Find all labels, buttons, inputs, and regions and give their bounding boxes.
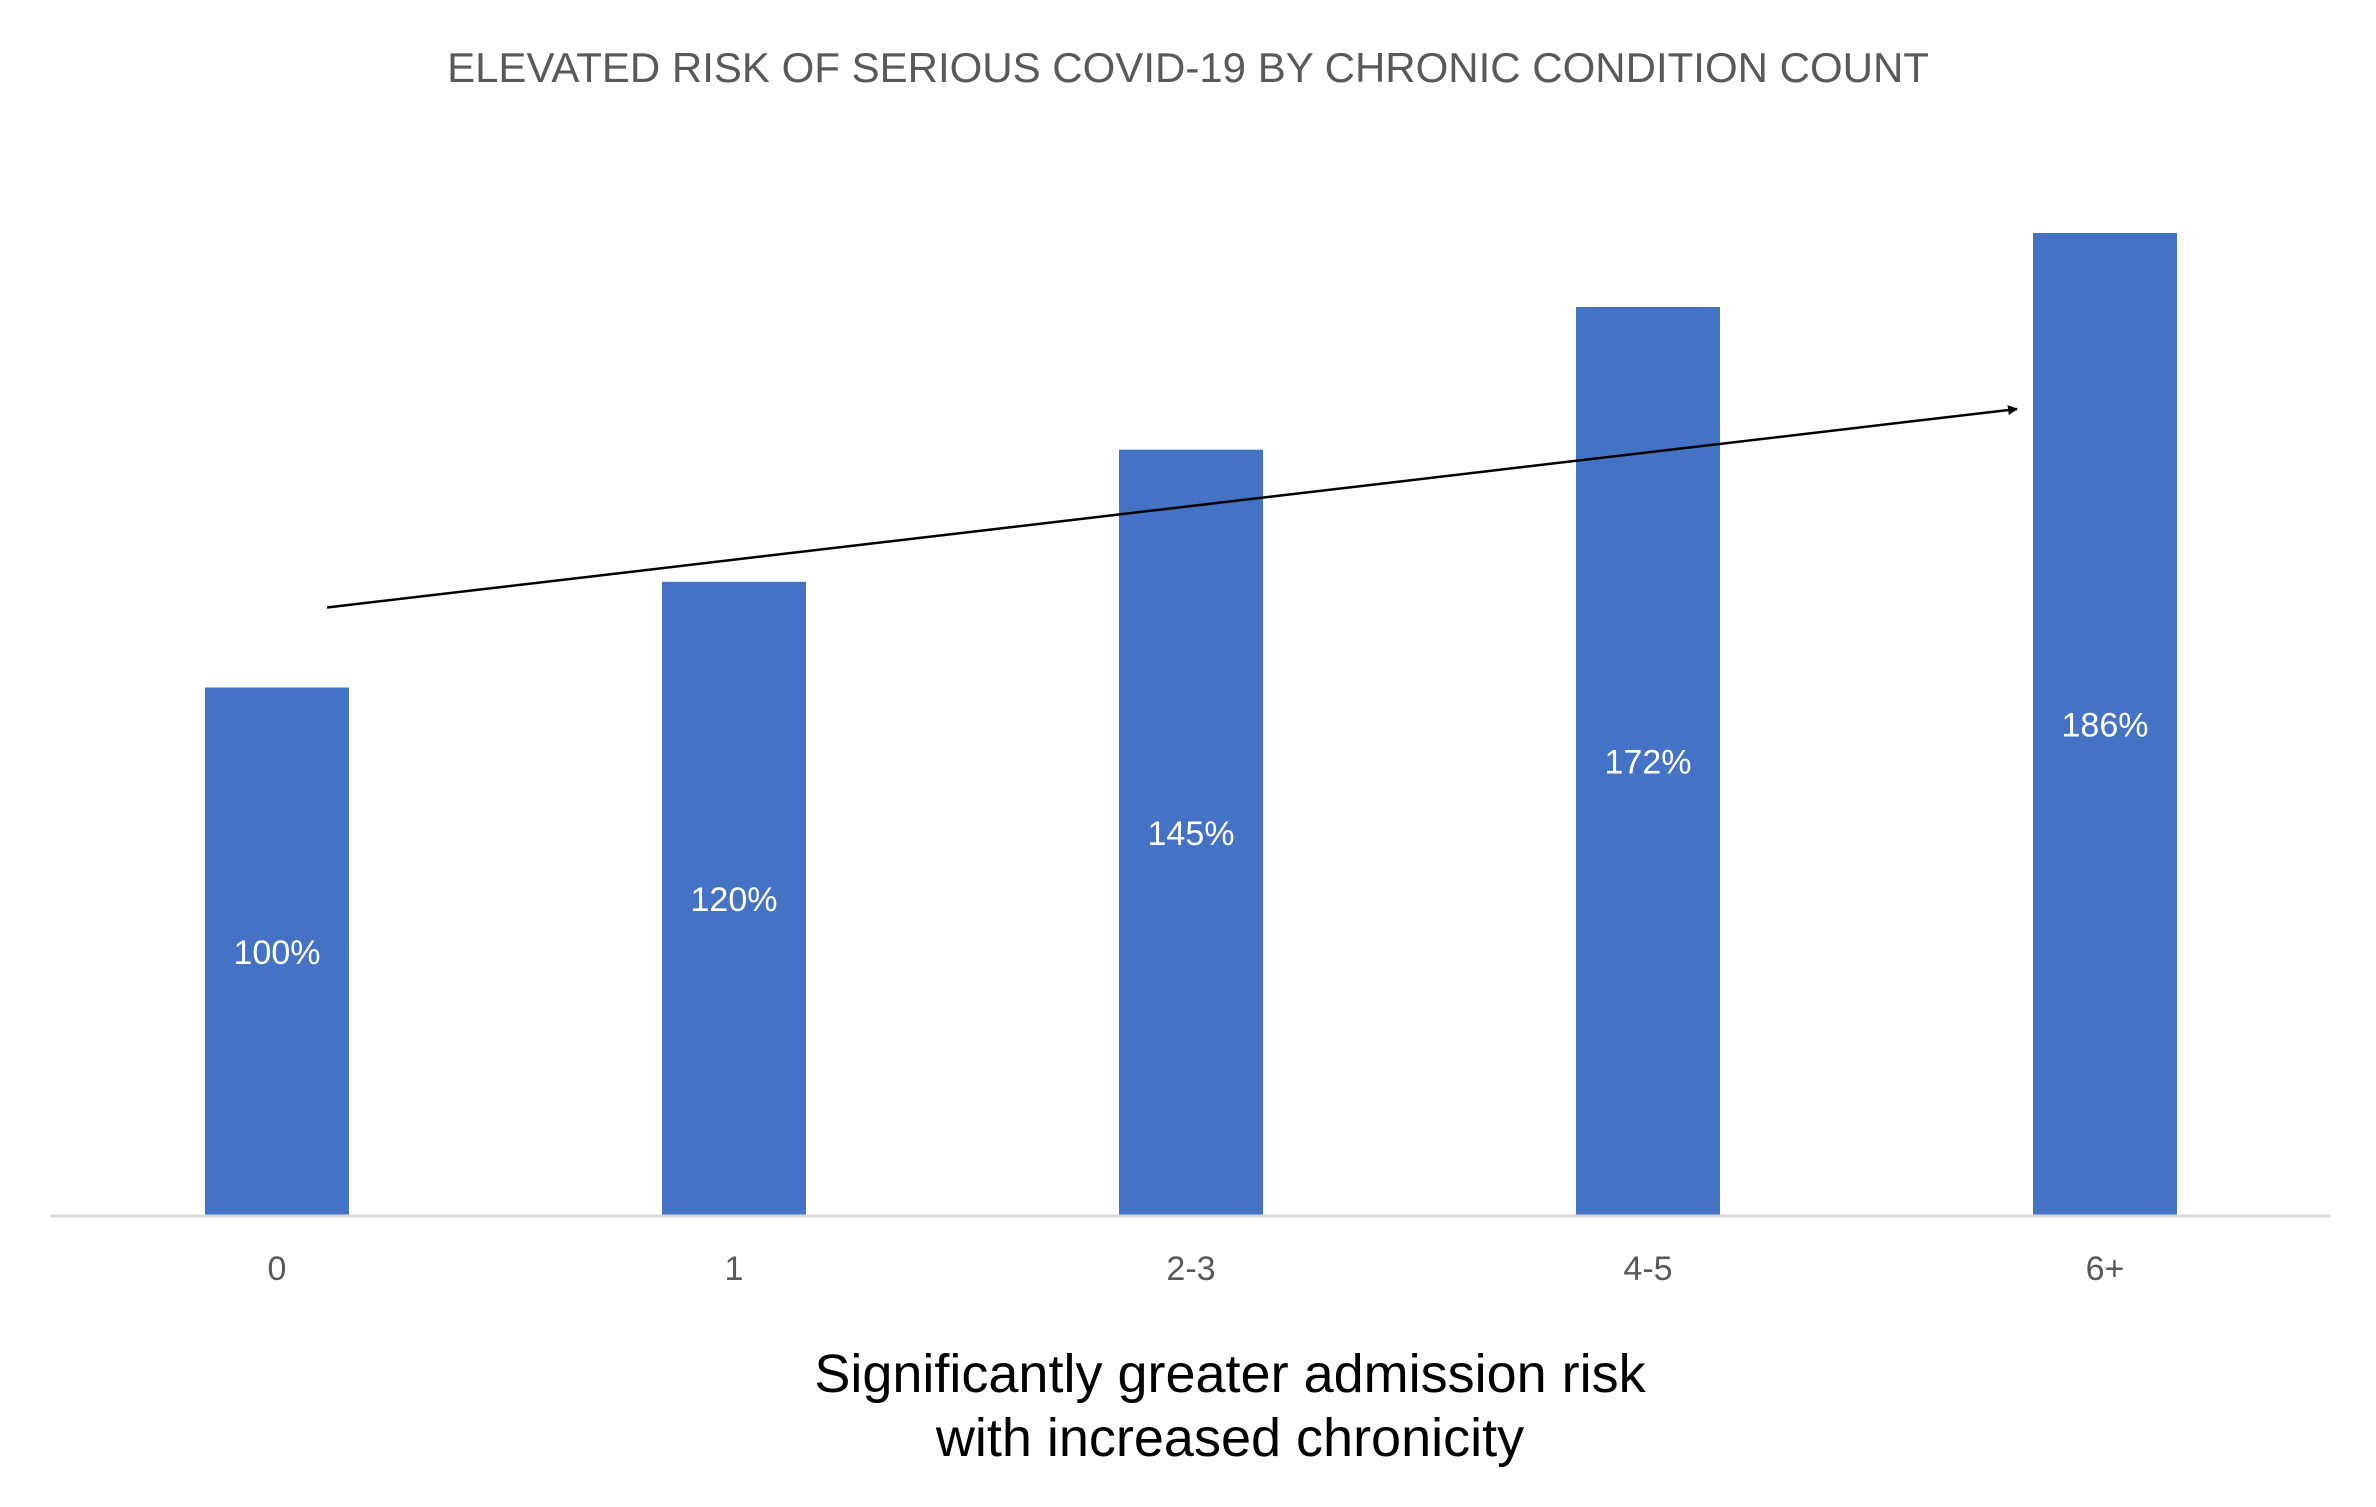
data-label-0: 100% [234, 934, 321, 972]
bars-layer [205, 233, 2177, 1216]
bar-0 [205, 687, 349, 1216]
bar-1 [662, 581, 806, 1216]
caption-line-1: Significantly greater admission risk [814, 1344, 1646, 1404]
x-tick-label-6+: 6+ [2086, 1250, 2125, 1288]
chart-title: ELEVATED RISK OF SERIOUS COVID-19 BY CHR… [447, 44, 1929, 91]
data-label-1: 120% [691, 881, 778, 919]
x-tick-label-0: 0 [268, 1250, 287, 1288]
data-label-4-5: 172% [1605, 743, 1692, 781]
x-tick-label-1: 1 [725, 1250, 744, 1288]
x-tick-label-2-3: 2-3 [1166, 1250, 1215, 1288]
data-label-2-3: 145% [1148, 815, 1235, 853]
trend-arrow [326, 405, 2018, 609]
caption-line-2: with increased chronicity [935, 1408, 1524, 1468]
bar-6+ [2033, 233, 2177, 1216]
x-axis-tick-labels: 0 1 2-3 4-5 6+ [268, 1250, 2125, 1288]
data-label-6+: 186% [2062, 707, 2149, 745]
bar-2-3 [1119, 449, 1263, 1216]
data-labels-layer: 100% 120% 145% 172% 186% [234, 707, 2149, 972]
chart-caption: Significantly greater admission risk wit… [814, 1344, 1646, 1468]
x-tick-label-4-5: 4-5 [1623, 1250, 1672, 1288]
